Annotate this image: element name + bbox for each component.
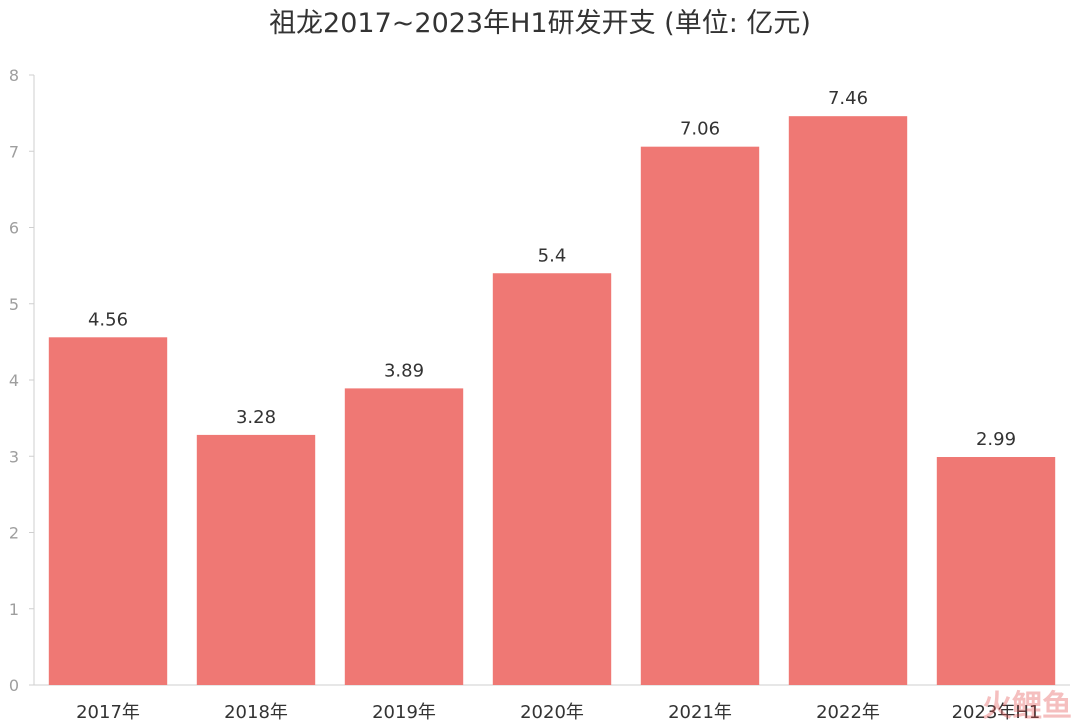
data-label: 4.56	[88, 309, 128, 330]
x-axis-ticks: 2017年 2018年 2019年 2020年 2021年 2022年 2023年H1	[76, 702, 1040, 723]
y-tick-label: 3	[9, 447, 19, 466]
bar	[788, 116, 908, 686]
x-tick-label: 2023年H1	[952, 702, 1041, 723]
data-label: 5.4	[538, 245, 567, 266]
data-label: 3.28	[236, 407, 276, 428]
data-label: 7.06	[680, 119, 720, 140]
bars-group	[48, 116, 1056, 686]
data-labels-group: 4.56 3.28 3.89 5.4 7.06 7.46 2.99	[88, 88, 1016, 450]
x-tick-label: 2021年	[668, 702, 732, 723]
bar	[492, 273, 612, 685]
bar	[48, 337, 168, 685]
y-tick-label: 0	[9, 676, 19, 695]
data-label: 3.89	[384, 360, 424, 381]
watermark-text: 火鲤鱼	[982, 689, 1072, 724]
x-tick-label: 2020年	[520, 702, 584, 723]
x-tick-label: 2022年	[816, 702, 880, 723]
y-tick-label: 7	[9, 142, 19, 161]
data-label: 7.46	[828, 88, 868, 109]
y-tick-label: 1	[9, 600, 19, 619]
bar	[196, 434, 316, 685]
x-tick-label: 2017年	[76, 702, 140, 723]
x-tick-label: 2018年	[224, 702, 288, 723]
x-tick-label: 2019年	[372, 702, 436, 723]
y-axis-ticks: 0 1 2 3 4 5 6 7 8	[9, 66, 34, 695]
y-tick-label: 8	[9, 66, 19, 85]
bar	[344, 388, 464, 685]
y-tick-label: 5	[9, 295, 19, 314]
data-label: 2.99	[976, 429, 1016, 450]
bar	[640, 146, 760, 686]
chart-title: 祖龙2017~2023年H1研发开支 (单位: 亿元)	[269, 8, 811, 39]
y-tick-label: 4	[9, 371, 19, 390]
bar	[936, 457, 1056, 685]
y-tick-label: 2	[9, 524, 19, 543]
y-tick-label: 6	[9, 219, 19, 238]
